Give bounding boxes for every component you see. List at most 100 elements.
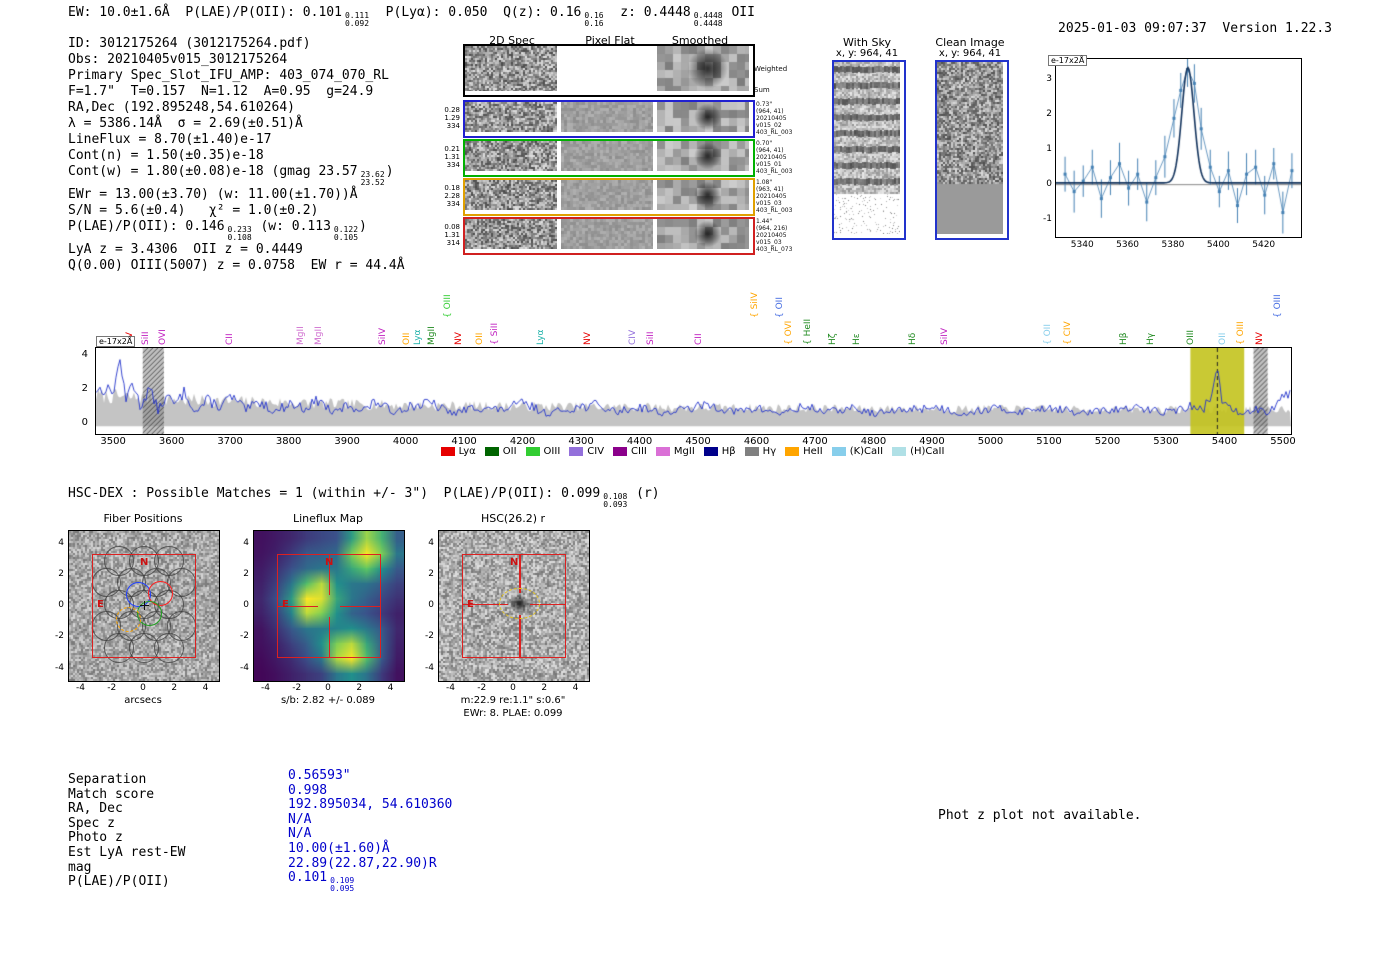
info-line: P(LAE)/P(OII): 0.146 0.233 0.108 (w: 0.113… xyxy=(68,219,405,242)
emission-line-label: SiII xyxy=(646,331,657,345)
emission-line-label: OII xyxy=(475,332,486,345)
info-line: ID: 3012175264 (3012175264.pdf) xyxy=(68,36,405,52)
cutout-x-tick-label: 2 xyxy=(541,683,548,693)
emission-line-label: Hδ xyxy=(908,332,919,345)
hsc-cutout-title: HSC(26.2) r xyxy=(480,512,546,525)
emission-line-label: Lyα xyxy=(536,329,547,345)
report-datetime: 2025-01-03 09:07:37 xyxy=(1058,21,1207,36)
spectrum-x-tick-label: 3800 xyxy=(275,436,302,447)
cutout-x-tick-label: -2 xyxy=(292,683,302,693)
cutout-x-tick-label: -2 xyxy=(107,683,117,693)
emission-line-label: { OII xyxy=(774,297,785,318)
uncertainty-fraction: 23.62 23.52 xyxy=(360,170,385,187)
spectrum-x-tick-label: 5300 xyxy=(1153,436,1179,447)
spec2d-strip-image xyxy=(561,102,653,132)
uncertainty-fraction: 0.233 0.108 xyxy=(227,225,252,242)
spectrum-x-tick-label: 5200 xyxy=(1094,436,1121,447)
legend-swatch xyxy=(440,447,455,456)
report-version: Version 1.22.3 xyxy=(1222,21,1332,36)
zoom-x-tick-label: 5340 xyxy=(1070,240,1094,250)
text-segment: Obs: 20210405v015_3012175264 xyxy=(68,52,288,67)
zoom-y-tick-label: 2 xyxy=(1046,108,1052,119)
cutout-y-tick-label: 2 xyxy=(58,568,64,579)
legend-item: CIV xyxy=(569,446,604,457)
crosshair-line xyxy=(329,617,331,658)
spec2d-exposure-row xyxy=(463,178,755,216)
emission-line-label: OVI xyxy=(157,329,168,345)
emission-line-label: SiII xyxy=(140,331,151,345)
hsc-caption-2: EWr: 8. PLAE: 0.099 xyxy=(463,708,563,719)
text-segment: 192.895034, 54.610360 xyxy=(288,797,453,813)
text-segment: ) xyxy=(359,219,367,234)
match-table-row-label: Spec z xyxy=(68,815,115,831)
legend-item: (H)CaII xyxy=(892,446,944,457)
line-zoom-canvas xyxy=(1056,59,1301,237)
source-ellipse xyxy=(499,588,540,620)
match-table-row-label: Separation xyxy=(68,772,147,787)
zoom-y-tick-label: 3 xyxy=(1046,73,1052,84)
match-table-row-label: RA, Dec xyxy=(68,801,123,817)
spec2d-strip-image xyxy=(657,46,749,91)
cutout-x-tick-label: 0 xyxy=(325,683,331,693)
cutout-y-tick-label: 0 xyxy=(428,600,434,610)
cutout-y-tick-label: -4 xyxy=(425,662,434,673)
cutout-x-tick-label: -4 xyxy=(261,683,270,693)
spec2d-exposure-row xyxy=(463,100,755,138)
emission-line-label: CII xyxy=(694,333,705,345)
spec2d-row-weights: 0.18 2.28 334 xyxy=(444,184,460,208)
spec2d-strip-image xyxy=(657,141,749,171)
fiber-circle xyxy=(154,633,184,664)
pixelflat-col-header: Pixel Flat xyxy=(585,34,635,47)
spectrum-x-tick-label: 5400 xyxy=(1211,436,1238,447)
cutout-y-tick-label: 2 xyxy=(243,568,249,579)
cutout-y-tick-label: -2 xyxy=(425,631,434,642)
spec2d-panel: 2D Spec Pixel Flat Smoothed Weighted Sum… xyxy=(440,28,800,256)
cutout-x-tick-label: 4 xyxy=(387,683,394,693)
emission-line-label: { OII xyxy=(1042,324,1053,345)
clean-image-canvas xyxy=(937,62,1003,234)
crosshair-line xyxy=(340,606,381,608)
text-segment: RA,Dec (192.895248,54.610264) xyxy=(68,100,295,115)
spec2d-row-annotation: 1.08" (963, 41) 20210405 v015_03 403_RL_003 xyxy=(756,179,793,214)
legend-item: Lyα xyxy=(440,446,476,457)
emission-line-label: { OIII xyxy=(442,294,453,318)
spectrum-x-tick-label: 3900 xyxy=(334,436,360,447)
header-datetime-version: 2025-01-03 09:07:37 Version 1.22.3 xyxy=(990,5,1332,53)
cutout-y-tick-label: 2 xyxy=(428,568,434,579)
cutout-x-tick-label: 2 xyxy=(356,683,363,693)
spec2d-row-weights: 0.28 1.29 334 xyxy=(444,106,460,130)
emission-line-label: Hβ xyxy=(1118,332,1129,345)
cutout-x-tick-label: -2 xyxy=(477,683,487,693)
spectrum-x-tick-label: 4000 xyxy=(392,436,419,447)
info-line: EWr = 13.00(±3.70) (w: 11.00(±1.70))Å xyxy=(68,187,405,203)
spec2d-strip-image xyxy=(657,102,749,132)
compass-east-label: E xyxy=(97,599,104,610)
zoom-x-tick-label: 5380 xyxy=(1161,240,1185,250)
zoom-y-tick-label: 1 xyxy=(1046,143,1052,154)
compass-north-label: N xyxy=(325,557,334,568)
legend-label: (K)CaII xyxy=(849,446,884,457)
crosshair-line xyxy=(329,554,331,595)
text-segment: (r) xyxy=(628,486,660,501)
text-segment: ) xyxy=(385,164,394,179)
legend-swatch xyxy=(703,447,718,456)
photz-note: Phot z plot not available. xyxy=(938,808,1142,823)
spec2d-exposure-row xyxy=(463,217,755,255)
spectrum-x-tick-label: 4400 xyxy=(626,436,653,447)
full-spectrum-plot xyxy=(95,347,1292,435)
legend-label: CIII xyxy=(631,446,647,457)
spec2d-strip-image xyxy=(561,219,653,249)
emission-line-label: SiIV xyxy=(378,327,389,345)
crosshair-line xyxy=(519,554,521,593)
info-line: RA,Dec (192.895248,54.610264) xyxy=(68,100,405,116)
legend-item: CIII xyxy=(613,446,647,457)
legend-label: Lyα xyxy=(458,446,476,457)
text-segment: Cont(w) = 1.80(±0.08)e-18 (gmag 23.57 xyxy=(68,164,358,179)
spectrum-x-tick-label: 4900 xyxy=(919,436,945,447)
uncertainty-fraction: 0.108 0.093 xyxy=(603,492,628,509)
spec2d-strip-image xyxy=(561,180,653,210)
legend-swatch xyxy=(785,447,800,456)
